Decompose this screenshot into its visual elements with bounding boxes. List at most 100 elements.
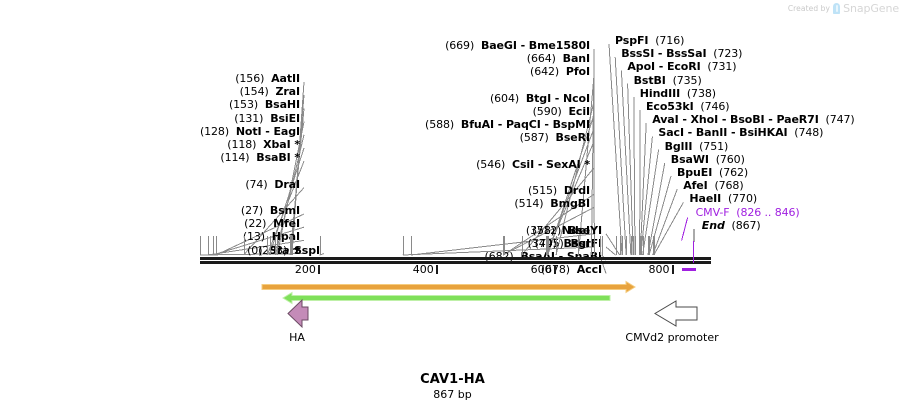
ruler-tick bbox=[553, 265, 556, 274]
snapgene-logo-icon bbox=[833, 3, 841, 14]
ruler-label-800: 800 bbox=[648, 263, 670, 276]
cut-site-tick bbox=[275, 236, 277, 255]
cut-site-tick bbox=[207, 236, 209, 255]
enzyme-label-hpai[interactable]: (13) HpaI bbox=[242, 230, 300, 244]
enzyme-label-eco53ki[interactable]: Eco53kI (746) bbox=[646, 100, 730, 113]
cut-site-tick bbox=[601, 236, 603, 255]
cut-site-tick bbox=[212, 236, 214, 255]
enzyme-label-baegi[interactable]: (669) BaeGI - Bme1580I bbox=[445, 39, 590, 52]
enzyme-label-bsabi[interactable]: (114) BsaBI * bbox=[220, 151, 300, 165]
enzyme-label-haeii[interactable]: HaeII (770) bbox=[689, 192, 758, 206]
enzyme-label-bmgbi[interactable]: (514) BmgBI bbox=[514, 197, 590, 211]
watermark-created-by: Created by bbox=[787, 4, 831, 13]
cut-site-tick bbox=[502, 236, 504, 255]
ruler-label-600: 600 bbox=[530, 263, 552, 276]
enzyme-label-zrai[interactable]: (154) ZraI bbox=[239, 85, 301, 99]
enzyme-label-bfuai[interactable]: (588) BfuAI - PaqCI - BspMI bbox=[425, 118, 590, 132]
enzyme-label-xbai[interactable]: (118) XbaI * bbox=[227, 138, 300, 151]
enzyme-label-bsiei[interactable]: (131) BsiEI bbox=[234, 111, 300, 125]
enzyme-label-end[interactable]: End (867) bbox=[701, 218, 761, 232]
ruler-tick bbox=[671, 265, 674, 274]
feature-label-ha: HA bbox=[289, 331, 305, 344]
cut-site-tick bbox=[647, 236, 649, 255]
feature-arrow-ha[interactable] bbox=[287, 298, 309, 329]
feature-label-cmvd2-promoter: CMVd2 promoter bbox=[625, 331, 719, 344]
enzyme-label-avai[interactable]: AvaI - XhoI - BsoBI - PaeR7I (747) bbox=[652, 113, 855, 127]
cut-site-tick bbox=[290, 236, 292, 255]
ruler-tick bbox=[435, 265, 438, 274]
enzyme-label-bseyi[interactable]: (712) BseYI bbox=[532, 223, 602, 237]
enzyme-label-aatii[interactable]: (156) AatII bbox=[235, 72, 300, 85]
enzyme-label-drdi[interactable]: (515) DrdI bbox=[527, 184, 590, 198]
cut-site-tick bbox=[626, 236, 628, 255]
enzyme-label-pspfi[interactable]: PspFI (716) bbox=[615, 34, 685, 47]
cut-site-tick bbox=[411, 236, 412, 255]
cut-site-tick bbox=[640, 236, 642, 255]
cut-site-tick bbox=[290, 236, 292, 255]
enzyme-label-bpuei[interactable]: BpuEI (762) bbox=[677, 166, 749, 179]
ruler-label-400: 400 bbox=[412, 263, 434, 276]
enzyme-label-afei[interactable]: AfeI (768) bbox=[683, 179, 744, 193]
cut-site-tick bbox=[545, 236, 547, 255]
cut-site-tick bbox=[633, 236, 635, 255]
cut-site-tick bbox=[243, 236, 245, 255]
cut-site-tick bbox=[547, 236, 549, 255]
enzyme-label-mfei[interactable]: (22) MfeI bbox=[244, 217, 300, 231]
enzyme-label-sspi[interactable]: (203) SspI bbox=[258, 243, 320, 257]
cut-site-tick bbox=[277, 236, 279, 255]
watermark-brand: SnapGene bbox=[843, 2, 899, 15]
enzyme-label-saci[interactable]: SacI - BanII - BsiHKAI (748) bbox=[658, 126, 824, 140]
cut-site-tick bbox=[200, 236, 201, 255]
primer-tick-cmv-f bbox=[692, 241, 695, 263]
enzyme-label-bseri[interactable]: (587) BseRI bbox=[519, 131, 590, 145]
cut-site-tick bbox=[578, 236, 580, 255]
cut-site-tick bbox=[634, 236, 636, 255]
cut-site-tick bbox=[652, 236, 654, 255]
enzyme-label-drai[interactable]: (74) DraI bbox=[245, 177, 300, 191]
enzyme-label-csii[interactable]: (546) CsiI - SexAI * bbox=[476, 157, 590, 171]
cut-site-tick bbox=[267, 236, 269, 255]
feature-arrow-green[interactable] bbox=[282, 291, 611, 305]
snapgene-watermark: Created by SnapGene bbox=[788, 2, 899, 15]
cut-site-tick bbox=[503, 236, 505, 255]
enzyme-label-noti[interactable]: (128) NotI - EagI bbox=[199, 124, 300, 138]
cut-site-tick bbox=[640, 236, 642, 255]
ruler-label-200: 200 bbox=[294, 263, 316, 276]
cut-site-tick bbox=[642, 236, 644, 255]
cut-site-tick bbox=[622, 236, 623, 255]
enzyme-label-bglii[interactable]: BglII (751) bbox=[664, 139, 729, 153]
enzyme-label-bsahi[interactable]: (153) BsaHI bbox=[228, 98, 300, 112]
cut-site-tick bbox=[639, 236, 641, 255]
enzyme-label-bsgi[interactable]: (344) BsgI bbox=[527, 237, 590, 250]
cut-site-tick bbox=[649, 236, 651, 255]
enzyme-label-bsssi[interactable]: BssSI - BssSaI (723) bbox=[621, 47, 743, 61]
backbone-strand-top bbox=[200, 257, 711, 260]
enzyme-label-hindiii[interactable]: HindIII (738) bbox=[639, 86, 716, 100]
feature-arrow-orange-cds[interactable] bbox=[261, 280, 636, 294]
enzyme-label-bsawi[interactable]: BsaWI (760) bbox=[670, 152, 745, 166]
enzyme-label-btgi[interactable]: (604) BtgI - NcoI bbox=[489, 91, 590, 105]
cut-site-tick bbox=[630, 236, 632, 255]
enzyme-label-bani[interactable]: (664) BanI bbox=[526, 52, 590, 66]
cut-site-tick bbox=[546, 236, 548, 255]
enzyme-label-ndei[interactable]: (358) NdeI bbox=[525, 223, 590, 237]
cut-site-tick bbox=[291, 236, 293, 255]
cut-site-tick bbox=[615, 236, 617, 255]
enzyme-label-pfoi[interactable]: (642) PfoI bbox=[530, 65, 590, 79]
enzyme-label-bstbi[interactable]: BstBI (735) bbox=[633, 73, 702, 87]
primer-bar-cmv-f bbox=[681, 268, 696, 271]
enzyme-label-cmvf[interactable]: CMV-F (826 .. 846) bbox=[695, 205, 800, 219]
cut-site-tick bbox=[555, 236, 557, 255]
feature-arrow-cmvd2-promoter[interactable] bbox=[654, 300, 698, 327]
cut-site-tick bbox=[599, 236, 601, 255]
enzyme-label-apoi[interactable]: ApoI - EcoRI (731) bbox=[627, 60, 737, 74]
cut-site-tick bbox=[619, 236, 621, 255]
cut-site-tick bbox=[319, 236, 321, 255]
cut-site-tick bbox=[269, 236, 271, 255]
enzyme-label-ecii[interactable]: (590) EciI bbox=[532, 105, 590, 118]
cut-site-tick bbox=[402, 236, 404, 255]
enzyme-label-bsmi[interactable]: (27) BsmI bbox=[240, 204, 300, 217]
cut-site-tick bbox=[591, 236, 593, 255]
